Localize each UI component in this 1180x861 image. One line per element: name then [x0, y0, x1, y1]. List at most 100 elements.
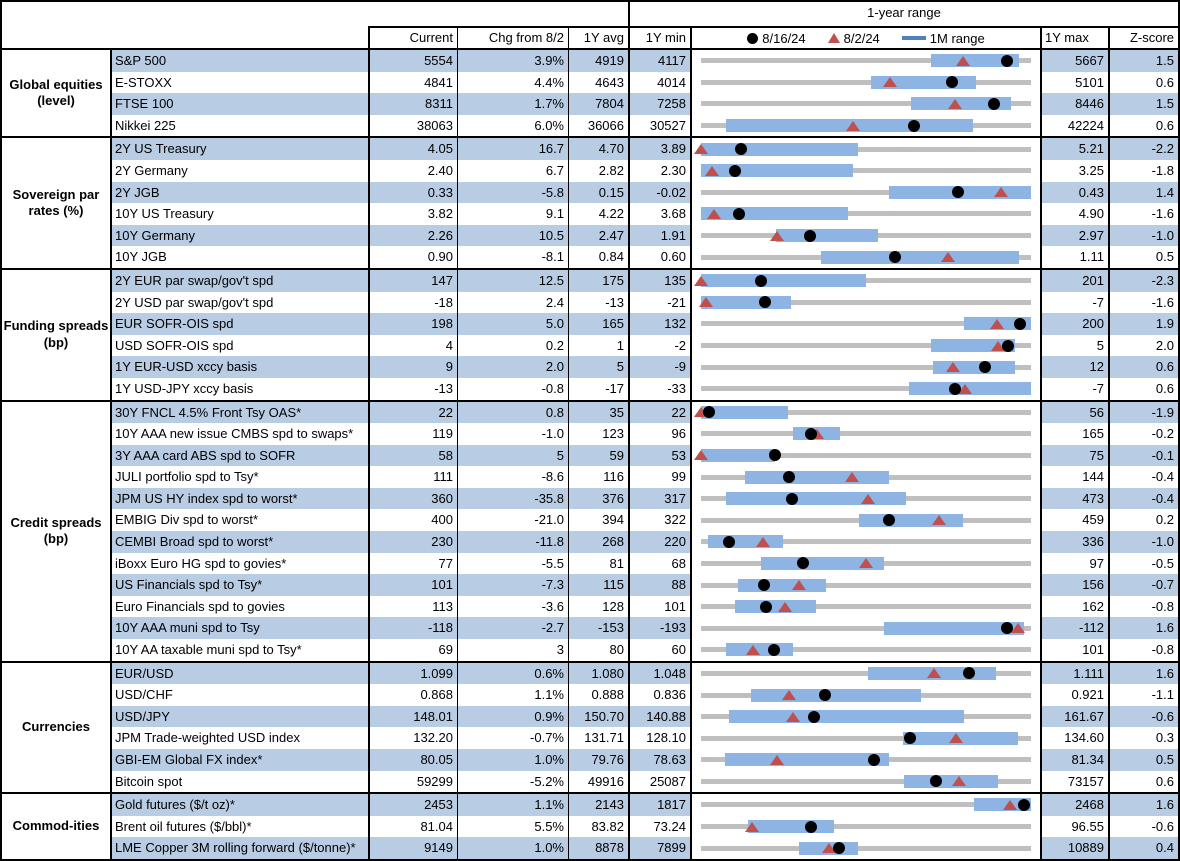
range-track — [700, 845, 1032, 851]
column-header-1y-max: 1Y max — [1040, 26, 1108, 48]
range-track — [700, 604, 1032, 610]
max-cell: 5.21 — [1040, 138, 1108, 160]
aug2-triangle-icon — [1011, 623, 1026, 634]
avg-cell: 376 — [568, 487, 628, 510]
max-cell: 8446 — [1040, 93, 1108, 115]
aug2-triangle-icon — [951, 776, 966, 787]
one-month-range-bar — [884, 621, 1025, 635]
current-cell: 3.82 — [368, 203, 457, 225]
avg-cell: 36066 — [568, 114, 628, 137]
min-cell: 30527 — [628, 114, 690, 137]
metric-name-cell: E-STOXX — [115, 74, 172, 90]
aug16-dot-icon — [889, 251, 902, 264]
range-chart-cell — [690, 246, 1040, 268]
current-cell: 119 — [368, 423, 457, 445]
aug16-dot-icon — [702, 406, 715, 419]
chg-cell: -21.0 — [457, 509, 568, 532]
current-cell: 198 — [368, 313, 457, 335]
metric-name-cell: Nikkei 225 — [115, 117, 176, 133]
metric-name-cell: CEMBI Broad spd to worst* — [112, 531, 368, 553]
zscore-cell: -2.3 — [1108, 269, 1178, 292]
aug2-triangle-icon — [927, 668, 942, 679]
metric-name-cell: 2Y JGB — [112, 181, 368, 204]
min-cell: 101 — [628, 595, 690, 618]
current-cell: 111 — [368, 466, 457, 488]
range-track — [700, 168, 1032, 174]
zscore-cell: 0.6 — [1108, 71, 1178, 94]
max-cell: 0.921 — [1040, 684, 1108, 706]
aug2-triangle-icon — [785, 711, 800, 722]
range-chart-cell — [690, 574, 1040, 596]
max-cell: 4.90 — [1040, 203, 1108, 225]
min-cell: 73.24 — [628, 815, 690, 838]
range-track — [700, 802, 1032, 808]
avg-cell: 5 — [568, 356, 628, 378]
chg-cell: 3 — [457, 639, 568, 661]
aug16-dot-icon — [805, 820, 818, 833]
one-month-range-bar — [700, 274, 866, 288]
min-cell: 0.836 — [628, 684, 690, 706]
zscore-cell: 1.5 — [1108, 50, 1178, 72]
range-chart-cell — [690, 313, 1040, 335]
metric-name-cell: USD/CHF — [115, 687, 173, 703]
group-label: Funding spreads (bp) — [2, 269, 112, 400]
max-cell: 201 — [1040, 269, 1108, 292]
one-month-range-bar — [728, 710, 965, 724]
range-chart-cell — [690, 749, 1040, 771]
max-cell: 56 — [1040, 401, 1108, 424]
range-track — [700, 321, 1032, 327]
max-cell: 42224 — [1040, 114, 1108, 137]
avg-cell: -17 — [568, 377, 628, 400]
one-month-range-bar — [700, 207, 848, 221]
current-cell: 230 — [368, 531, 457, 553]
avg-cell: 4919 — [568, 50, 628, 72]
aug2-triangle-icon — [744, 821, 759, 832]
zscore-cell: 0.6 — [1108, 114, 1178, 137]
min-cell: 1817 — [628, 794, 690, 816]
legend-bar-label: 1M range — [929, 30, 985, 46]
range-track — [700, 409, 1032, 415]
min-cell: 317 — [628, 487, 690, 510]
current-cell: 4841 — [368, 71, 457, 94]
legend-dot-label: 8/16/24 — [762, 30, 806, 46]
min-cell: -9 — [628, 356, 690, 378]
current-cell: 81.04 — [368, 815, 457, 838]
table-row: EUR/USD 1.099 0.6% 1.080 1.048 1.111 1.6 — [112, 662, 1178, 685]
current-cell: 4.05 — [368, 138, 457, 160]
range-legend: 8/16/24 8/2/24 1M range — [690, 26, 1040, 48]
table-row: LME Copper 3M rolling forward ($/tonne)*… — [112, 837, 1178, 859]
metric-name-cell: 10Y AAA new issue CMBS spd to swaps* — [115, 426, 354, 442]
range-chart-cell — [690, 487, 1040, 510]
aug2-triangle-icon — [1003, 799, 1018, 810]
zscore-cell: -0.7 — [1108, 574, 1178, 596]
table-row: JPM US HY index spd to worst* 360 -35.8 376… — [112, 487, 1178, 510]
current-cell: 360 — [368, 487, 457, 510]
avg-cell: 1.080 — [568, 662, 628, 685]
min-cell: 128.10 — [628, 727, 690, 749]
aug2-triangle-icon — [706, 208, 721, 219]
range-chart-cell — [690, 401, 1040, 424]
zscore-cell: 0.2 — [1108, 509, 1178, 532]
table-row: 2Y US Treasury 4.05 16.7 4.70 3.89 5.21 -2.2 — [112, 138, 1178, 160]
max-cell: 96.55 — [1040, 815, 1108, 838]
avg-cell: 150.70 — [568, 705, 628, 728]
zscore-cell: 1.6 — [1108, 662, 1178, 685]
one-month-range-bar — [904, 774, 999, 788]
zscore-cell: 1.6 — [1108, 617, 1178, 640]
aug16-dot-icon — [1001, 54, 1014, 67]
current-cell: 5554 — [368, 50, 457, 72]
aug2-triangle-icon — [993, 187, 1008, 198]
range-chart-cell — [690, 71, 1040, 94]
aug2-triangle-icon — [770, 754, 785, 765]
range-chart-cell — [690, 203, 1040, 225]
max-cell: 3.25 — [1040, 159, 1108, 182]
range-chart-cell — [690, 815, 1040, 838]
min-cell: 220 — [628, 531, 690, 553]
range-chart-cell — [690, 552, 1040, 575]
table-row: 10Y US Treasury 3.82 9.1 4.22 3.68 4.90 -1.6 — [112, 203, 1178, 225]
range-track — [700, 299, 1032, 305]
chg-cell: 5.0 — [457, 313, 568, 335]
metric-name-cell: LME Copper 3M rolling forward ($/tonne)* — [112, 837, 368, 859]
one-month-range-bar — [700, 164, 853, 178]
